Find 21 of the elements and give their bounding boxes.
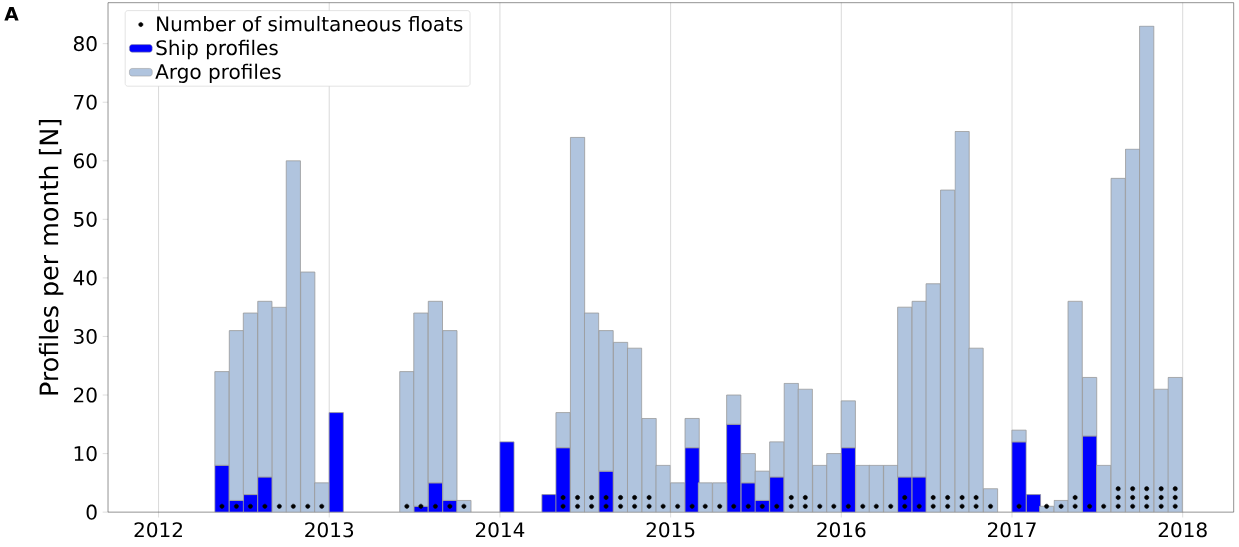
x-tick-label: 2016 bbox=[817, 522, 866, 538]
legend-label: Ship profiles bbox=[156, 39, 278, 60]
x-tick-label: 2015 bbox=[646, 522, 695, 538]
text: A bbox=[4, 7, 19, 21]
y-tick-label: 10 bbox=[74, 446, 97, 462]
x-tick-label: 2017 bbox=[988, 522, 1036, 538]
y-tick-label: 50 bbox=[74, 211, 97, 228]
y-axis-title: Profiles per month [N] bbox=[38, 120, 64, 395]
y-tick-label: 30 bbox=[74, 328, 97, 345]
x-tick-label: 2013 bbox=[305, 522, 354, 538]
y-tick-label: 0 bbox=[86, 504, 97, 520]
x-tick-label: 2014 bbox=[475, 522, 525, 538]
legend-label: Argo profiles bbox=[155, 63, 281, 84]
y-tick-label: 40 bbox=[73, 270, 97, 286]
y-tick-label: 70 bbox=[74, 94, 97, 110]
y-tick-label: 60 bbox=[73, 153, 97, 169]
legend-label: Number of simultaneous floats bbox=[157, 16, 463, 32]
y-tick-label: 20 bbox=[73, 387, 97, 403]
x-tick-label: 2012 bbox=[134, 522, 182, 538]
y-tick-label: 80 bbox=[73, 36, 97, 52]
x-tick-label: 2018 bbox=[1158, 522, 1207, 538]
